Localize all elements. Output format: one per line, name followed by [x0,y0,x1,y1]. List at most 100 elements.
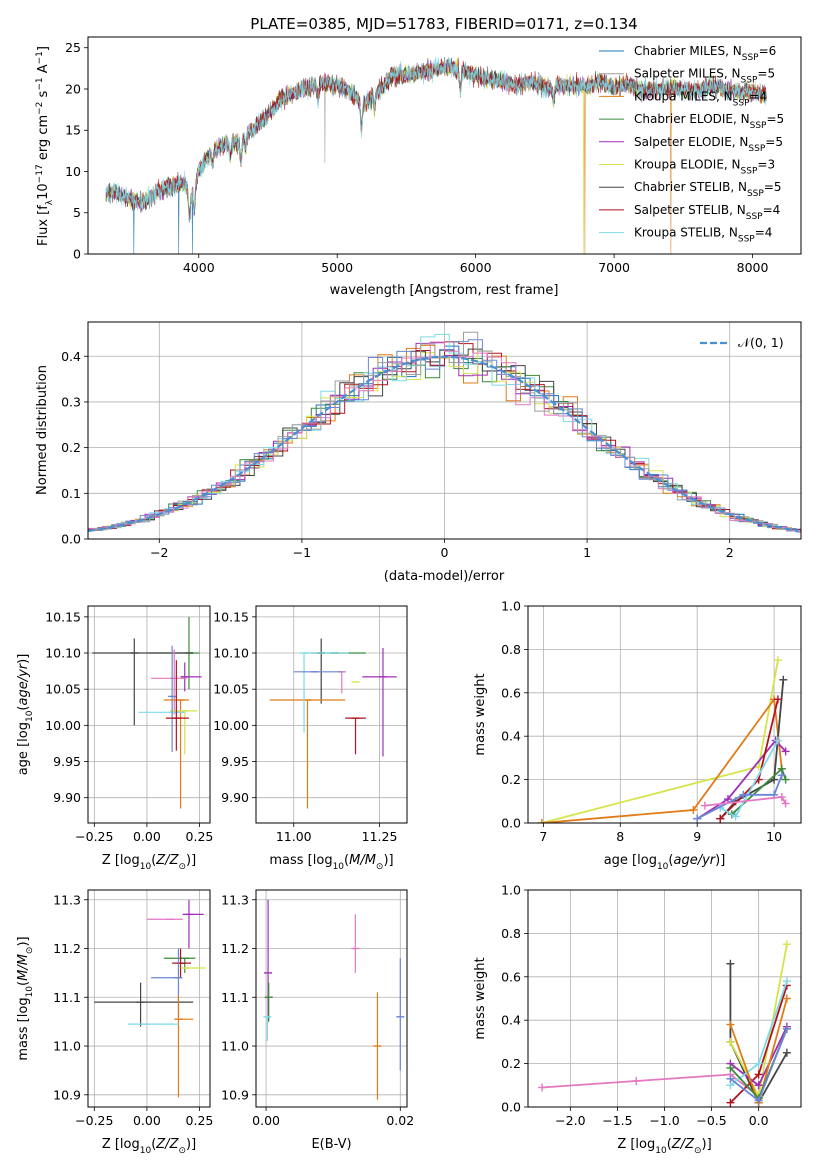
mass-weight-line [719,740,779,818]
mass-vs-metallicity: −0.25 0.00 0.25 10.9 11.0 11.1 11.2 11.3 [53,889,214,1128]
plus-marker [754,1081,763,1090]
y-tick-label: 0.6 [501,685,521,700]
x-tick-label: −1.0 [649,1113,679,1128]
residual-axes: −2 −1 0 1 2 0.0 0.1 0.2 0.3 0.4 [61,321,802,560]
plus-marker [773,736,782,745]
x-axis-label: age [log10(age/yr)] [604,853,726,872]
legend-entry: 𝒩(0, 1) [738,335,784,350]
y-tick-label: 9.95 [221,754,249,769]
legend: Chabrier MILES, NSSP=6 Salpeter MILES, NS… [599,44,784,245]
y-tick-label: 0.8 [501,642,521,657]
y-tick-label: 1.0 [501,599,521,614]
plus-marker [537,819,546,823]
plot-area [538,940,791,1107]
histogram-step [88,341,801,533]
y-tick-label: 11.3 [221,892,249,907]
plus-marker [716,814,725,823]
y-axis-label: age [log10(age/yr)] [16,654,35,776]
y-tick-label: 1.0 [501,883,521,898]
spectrum-axes: 4000 5000 6000 7000 8000 0 5 10 15 20 25 [65,36,802,275]
plus-marker [693,814,702,823]
legend-entry: Chabrier ELODIE, NSSP=5 [634,112,784,131]
y-tick-label: 10.10 [45,646,81,661]
axes-frame [87,605,211,824]
x-tick-label: −2.0 [555,1113,585,1128]
y-tick-label: 11.0 [53,1039,81,1054]
mass-weight-line [729,963,788,1105]
y-tick-label: 10.00 [45,718,81,733]
x-tick-label: −1 [293,545,311,560]
x-tick-label: 5000 [321,260,353,275]
plus-marker [777,771,786,780]
plus-marker [781,747,790,756]
x-tick-label: −2 [150,545,168,560]
legend-entry: Salpeter STELIB, NSSP=4 [634,203,780,222]
y-tick-label: 11.2 [221,941,249,956]
x-axis-label: Z [log10(Z/Z⊙)] [102,1137,196,1156]
mass-weight-vs-age: 7 8 9 10 0.0 0.2 0.4 0.6 0.8 1.0 [501,599,802,844]
legend-entry: Chabrier MILES, NSSP=6 [634,44,776,63]
y-tick-label: 0.2 [501,772,521,787]
plus-marker [726,1037,735,1046]
x-axis-label: (data-model)/error [384,569,505,584]
y-tick-label: 0.2 [61,440,81,455]
axes-frame [87,889,211,1108]
x-axis-label: mass [log10(M/M⊙)] [269,853,393,872]
x-tick-label: −0.25 [75,829,113,844]
plus-marker [754,1070,763,1079]
plus-marker [726,1098,735,1107]
y-tick-label: 0.4 [61,349,81,364]
plus-marker [782,977,791,986]
y-tick-label: 0.0 [61,532,81,547]
y-axis-label: Normed distribution [35,365,50,495]
y-axis-label: mass [log10(M/M⊙)] [16,936,35,1060]
x-tick-label: 0.0 [749,1113,769,1128]
y-tick-label: 0.4 [501,1013,521,1028]
x-tick-label: 9 [693,829,701,844]
y-tick-label: 0.6 [501,969,521,984]
x-axis-label: Z [log10(Z/Z⊙)] [102,853,196,872]
y-tick-label: 0.0 [501,1100,521,1115]
x-tick-label: 0.00 [133,1113,161,1128]
plus-marker [632,1076,641,1085]
plus-marker [773,656,782,665]
mass-vs-extinction: 0.00 0.02 10.9 11.0 11.1 11.2 11.3 [221,889,414,1128]
y-tick-label: 10.05 [213,682,249,697]
x-tick-label: 0.00 [133,829,161,844]
y-tick-label: 0.4 [501,729,521,744]
x-tick-label: 0.25 [186,1113,214,1128]
plot-area [94,899,206,1098]
x-tick-label: 0.25 [186,829,214,844]
y-tick-label: 25 [65,40,81,55]
x-tick-label: 1 [583,545,591,560]
y-tick-label: 9.90 [53,790,81,805]
legend-entry: Kroupa MILES, NSSP=4 [634,89,767,108]
plot-area [269,638,397,809]
histogram-step [92,331,801,532]
x-tick-label: 0 [441,545,449,560]
mass-weight-line [696,774,783,820]
y-tick-label: 0 [73,247,81,262]
y-tick-label: 11.2 [53,941,81,956]
plus-marker [782,940,791,949]
histogram-step [92,350,801,532]
x-axis-label: wavelength [Angstrom, rest frame] [330,283,559,298]
y-tick-label: 10.15 [45,609,81,624]
y-tick-label: 10.00 [213,718,249,733]
x-tick-label: 7 [539,829,547,844]
figure-title: PLATE=0385, MJD=51783, FIBERID=0171, z=0… [250,15,637,33]
age-vs-mass: 11.00 11.25 9.90 9.95 10.00 10.05 10.10 10.15 [213,605,408,844]
axes-frame [527,605,802,824]
legend-entry: Kroupa STELIB, NSSP=4 [634,226,772,245]
y-tick-label: 10.9 [221,1087,249,1102]
mass-weight-line [541,696,783,823]
histogram-step [88,342,801,533]
plus-marker [782,994,791,1003]
y-tick-label: 10.10 [213,646,249,661]
histogram-step [92,333,801,531]
x-axis-label: E(B-V) [311,1137,351,1152]
x-tick-label: 11.25 [362,829,398,844]
axes-frame [255,605,408,824]
x-tick-label: 2 [726,545,734,560]
y-tick-label: 0.3 [61,394,81,409]
